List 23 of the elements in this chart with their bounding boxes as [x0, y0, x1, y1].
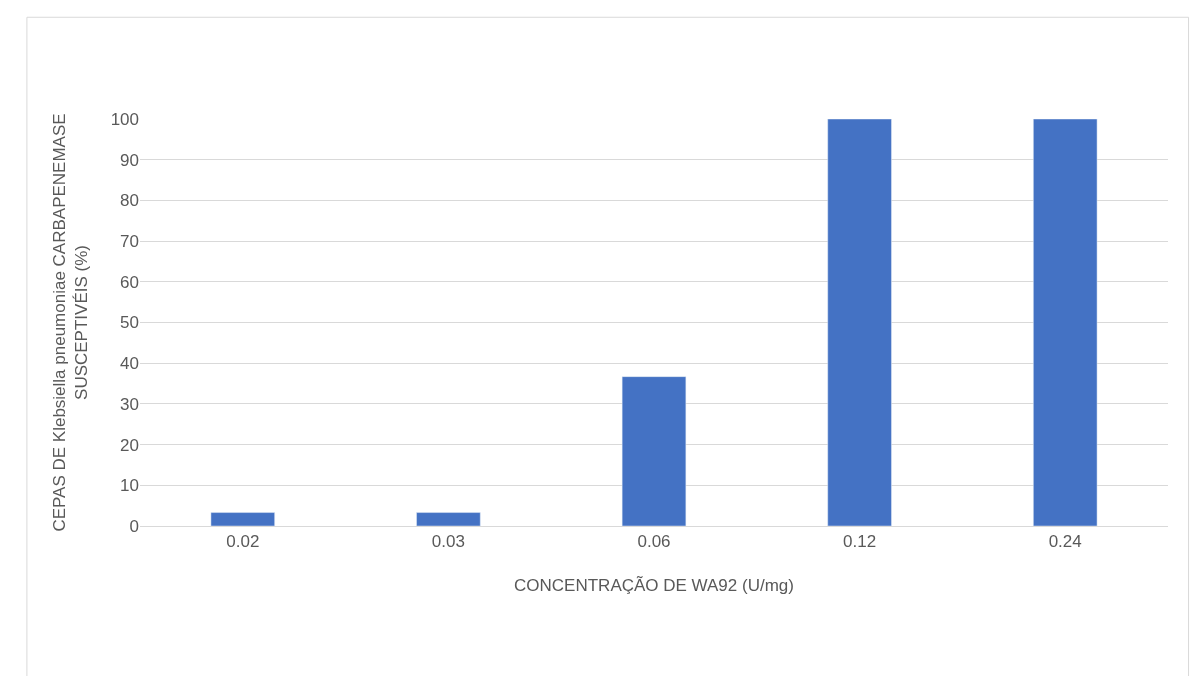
x-tick-label: 0.03 — [431, 532, 465, 552]
bar — [1033, 119, 1098, 526]
bar — [621, 376, 687, 526]
x-tick-label: 0.06 — [637, 532, 671, 552]
y-tick-label: 80 — [120, 191, 139, 211]
x-tick-label: 0.02 — [226, 532, 260, 552]
x-axis-title: CONCENTRAÇÃO DE WA92 (U/mg) — [514, 575, 794, 595]
y-tick-label: 20 — [120, 435, 139, 455]
y-tick-label: 50 — [120, 313, 139, 333]
y-axis-title: CEPAS DE Klebsiella pneumoniae CARBAPENEMASE SUSCEPTIVÉIS (%) — [50, 113, 92, 532]
y-tick-label: 90 — [120, 150, 139, 170]
bar — [416, 512, 481, 526]
bar — [827, 119, 892, 526]
x-tick-label: 0.24 — [1048, 532, 1082, 552]
y-tick-label: 100 — [110, 109, 139, 129]
y-tick-label: 40 — [120, 354, 139, 374]
bar — [210, 512, 275, 526]
y-tick-label: 0 — [129, 516, 139, 536]
y-tick-label: 70 — [120, 232, 139, 252]
y-tick-label: 30 — [120, 394, 139, 414]
y-tick-label: 10 — [120, 476, 139, 496]
x-tick-label: 0.12 — [843, 532, 877, 552]
y-tick-label: 60 — [120, 272, 139, 292]
